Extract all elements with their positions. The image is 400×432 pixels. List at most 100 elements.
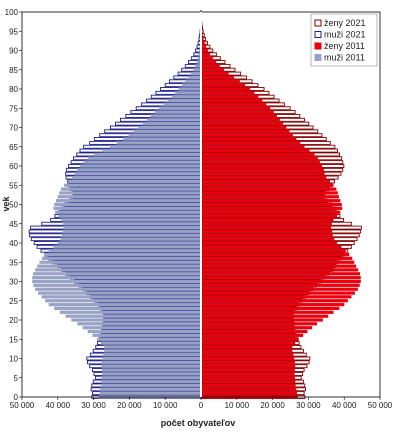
bar-zeny-2011-age-24 bbox=[200, 302, 345, 307]
bar-zeny-2011-age-62 bbox=[200, 156, 318, 160]
bar-muzi-2011-age-39 bbox=[53, 245, 202, 249]
legend-swatch-muzi-2011 bbox=[314, 54, 322, 61]
bar-zeny-2011-age-55 bbox=[200, 183, 334, 187]
bar-zeny-2011-age-42 bbox=[200, 233, 333, 237]
bar-zeny-2011-age-40 bbox=[200, 241, 338, 245]
bar-zeny-2011-age-87 bbox=[200, 60, 217, 64]
bar-muzi-2011-age-46 bbox=[61, 218, 202, 222]
y-tick-label: 75 bbox=[9, 104, 18, 113]
y-tick-label: 10 bbox=[9, 355, 18, 364]
bar-muzi-2011-age-47 bbox=[58, 214, 202, 218]
bar-muzi-2011-age-81 bbox=[182, 83, 202, 87]
bar-muzi-2011-age-31 bbox=[32, 276, 202, 280]
bar-muzi-2011-age-74 bbox=[154, 110, 202, 114]
bar-zeny-2011-age-1 bbox=[200, 391, 298, 395]
y-tick-label: 55 bbox=[9, 181, 18, 190]
bar-muzi-2011-age-23 bbox=[54, 306, 202, 311]
bar-muzi-2011-age-62 bbox=[88, 156, 202, 160]
bar-zeny-2011-age-57 bbox=[200, 175, 327, 180]
x-tick-label: 10 000 bbox=[153, 401, 178, 410]
bar-muzi-2011-age-34 bbox=[37, 264, 202, 268]
bar-muzi-2011-age-76 bbox=[163, 102, 202, 106]
bar-zeny-2011-age-35 bbox=[200, 260, 355, 264]
bar-muzi-2011-age-85 bbox=[193, 68, 202, 72]
bar-zeny-2011-age-72 bbox=[200, 118, 280, 122]
y-tick-label: 35 bbox=[9, 258, 18, 267]
bar-zeny-2011-age-66 bbox=[200, 141, 301, 145]
bar-muzi-2011-age-14 bbox=[100, 341, 202, 345]
bar-muzi-2011-age-42 bbox=[61, 233, 202, 237]
legend-label-muzi-2011: muži 2011 bbox=[324, 53, 365, 63]
bar-zeny-2011-age-61 bbox=[200, 160, 320, 164]
bar-muzi-2011-age-13 bbox=[104, 345, 202, 349]
bar-muzi-2011-age-83 bbox=[188, 75, 202, 80]
x-tick-label: 50 000 bbox=[10, 401, 35, 410]
bar-muzi-2011-age-25 bbox=[45, 299, 202, 303]
bar-zeny-2011-age-16 bbox=[200, 333, 304, 338]
bar-muzi-2011-age-60 bbox=[79, 164, 202, 168]
bar-muzi-2011-age-68 bbox=[128, 133, 202, 137]
bar-muzi-2011-age-3 bbox=[101, 383, 202, 388]
bar-muzi-2011-age-1 bbox=[99, 391, 202, 395]
bar-muzi-2011-age-59 bbox=[77, 168, 202, 172]
bar-zeny-2011-age-30 bbox=[200, 279, 361, 284]
bar-muzi-2011-age-63 bbox=[94, 152, 202, 157]
bar-zeny-2011-age-3 bbox=[200, 383, 296, 388]
bar-muzi-2011-age-67 bbox=[123, 137, 202, 141]
bar-muzi-2011-age-29 bbox=[33, 283, 202, 287]
bar-muzi-2011-age-36 bbox=[41, 256, 202, 261]
y-tick-label: 70 bbox=[9, 124, 18, 133]
bar-zeny-2011-age-32 bbox=[200, 272, 361, 276]
y-tick-label: 45 bbox=[9, 220, 18, 229]
bar-muzi-2011-age-30 bbox=[32, 279, 202, 284]
ticks-layer: 50 000 40 000 30 000 20 000 10 000 0 10 000 20 … bbox=[5, 8, 393, 410]
series-muzi-2011 bbox=[32, 10, 202, 399]
x-tick-label: 30 000 bbox=[296, 401, 321, 410]
bar-muzi-2011-age-49 bbox=[53, 206, 202, 210]
bar-muzi-2011-age-66 bbox=[116, 141, 202, 145]
bar-muzi-2011-age-4 bbox=[101, 379, 202, 384]
series-zeny-2011 bbox=[200, 10, 361, 399]
bar-zeny-2011-age-56 bbox=[200, 179, 330, 183]
bar-zeny-2011-age-77 bbox=[200, 98, 263, 103]
legend-swatch-zeny-2021 bbox=[314, 19, 322, 27]
bar-zeny-2011-age-79 bbox=[200, 91, 255, 95]
bar-zeny-2011-age-75 bbox=[200, 106, 271, 110]
bar-muzi-2011-age-21 bbox=[65, 314, 202, 318]
bar-zeny-2011-age-10 bbox=[200, 356, 295, 361]
bar-zeny-2011-age-36 bbox=[200, 256, 353, 261]
bar-muzi-2011-age-22 bbox=[59, 310, 202, 314]
bar-muzi-2011-age-78 bbox=[171, 95, 202, 99]
bar-zeny-2011-age-43 bbox=[200, 229, 333, 234]
y-tick-label: 40 bbox=[9, 239, 18, 248]
bar-muzi-2011-age-32 bbox=[32, 272, 202, 276]
bar-zeny-2011-age-80 bbox=[200, 87, 251, 91]
bar-muzi-2011-age-51 bbox=[55, 199, 202, 203]
bar-zeny-2011-age-64 bbox=[200, 148, 310, 153]
bar-zeny-2011-age-51 bbox=[200, 199, 341, 203]
bar-muzi-2011-age-48 bbox=[55, 210, 202, 214]
bar-muzi-2011-age-43 bbox=[62, 229, 202, 234]
bar-zeny-2011-age-29 bbox=[200, 283, 360, 287]
bar-muzi-2011-age-27 bbox=[38, 291, 202, 295]
bar-muzi-2011-age-38 bbox=[48, 249, 202, 253]
bar-zeny-2011-age-38 bbox=[200, 249, 346, 253]
bar-zeny-2011-age-88 bbox=[200, 56, 213, 60]
bar-zeny-2011-age-2 bbox=[200, 387, 297, 391]
bar-muzi-2011-age-37 bbox=[44, 252, 202, 257]
bar-muzi-2011-age-61 bbox=[83, 160, 202, 164]
bar-zeny-2011-age-48 bbox=[200, 210, 341, 214]
bar-muzi-2011-age-79 bbox=[175, 91, 202, 95]
bar-zeny-2011-age-67 bbox=[200, 137, 297, 141]
legend-label-zeny-2011: ženy 2011 bbox=[324, 41, 365, 51]
bar-muzi-2011-age-50 bbox=[54, 202, 202, 207]
x-tick-label: 10 000 bbox=[225, 401, 250, 410]
bar-zeny-2011-age-6 bbox=[200, 372, 295, 376]
x-tick-label: 40 000 bbox=[332, 401, 357, 410]
bar-zeny-2011-age-44 bbox=[200, 225, 332, 230]
bar-zeny-2011-age-73 bbox=[200, 114, 278, 118]
y-tick-label: 30 bbox=[9, 278, 18, 287]
bar-zeny-2011-age-31 bbox=[200, 276, 361, 280]
bar-muzi-2011-age-24 bbox=[48, 302, 202, 307]
bar-zeny-2011-age-5 bbox=[200, 376, 295, 380]
